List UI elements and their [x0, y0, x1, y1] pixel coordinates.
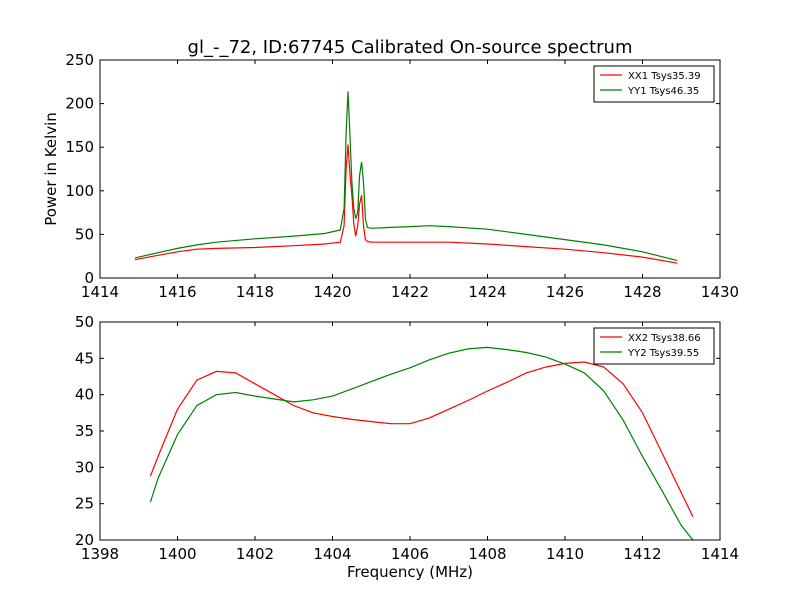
x-tick-label: 1424: [468, 283, 506, 301]
x-tick-label: 1412: [623, 545, 661, 563]
y-tick-label: 30: [75, 458, 94, 476]
legend-entry: YY2 Tsys39.55: [627, 348, 699, 359]
y-tick-label: 250: [65, 51, 94, 69]
y-tick-label: 50: [75, 313, 94, 331]
x-tick-label: 1420: [313, 283, 351, 301]
chart-title: gl_-_72, ID:67745 Calibrated On-source s…: [188, 37, 633, 58]
x-tick-label: 1404: [313, 545, 351, 563]
y-tick-label: 25: [75, 495, 94, 513]
y-tick-label: 200: [65, 95, 94, 113]
legend: XX1 Tsys35.39 YY1 Tsys46.35: [593, 65, 715, 103]
x-tick-label: 1398: [81, 545, 119, 563]
plot-panel-1: 1414 1416 1418 1420 1422 1424 1426 1428 1430 0 50 1…: [42, 51, 739, 301]
x-tick-label: 1410: [546, 545, 584, 563]
x-tick-label: 1408: [468, 545, 506, 563]
x-tick-label: 1406: [391, 545, 429, 563]
series-line-2-2: [149, 346, 694, 540]
legend-entry: YY1 Tsys46.35: [627, 86, 699, 97]
x-tick-label: 1426: [546, 283, 584, 301]
x-tick-label: 1416: [158, 283, 196, 301]
y-axis-label: Power in Kelvin: [42, 112, 60, 226]
x-tick-label: 1422: [391, 283, 429, 301]
y-tick-label: 20: [75, 531, 94, 549]
y-tick-label: 100: [65, 182, 94, 200]
series-line-2-1: [149, 361, 694, 517]
y-tick-label: 150: [65, 138, 94, 156]
legend-entry: XX1 Tsys35.39: [628, 71, 701, 82]
x-tick-label: 1414: [701, 545, 739, 563]
y-tick-label: 35: [75, 422, 94, 440]
series-line-1-1: [134, 144, 678, 264]
y-tick-label: 40: [75, 386, 94, 404]
x-tick-label: 1414: [81, 283, 119, 301]
y-tick-label: 0: [84, 269, 94, 287]
legend-box: [593, 327, 715, 365]
legend: XX2 Tsys38.66 YY2 Tsys39.55: [593, 327, 715, 365]
plot-panel-2: 1398 1400 1402 1404 1406 1408 1410 1412 1414 20 25…: [75, 313, 739, 581]
y-tick-label: 45: [75, 349, 94, 367]
legend-entry: XX2 Tsys38.66: [628, 333, 701, 344]
series-line-1-2: [134, 91, 678, 262]
x-tick-label: 1418: [236, 283, 274, 301]
x-tick-label: 1400: [158, 545, 196, 563]
y-tick-label: 50: [75, 225, 94, 243]
legend-box: [593, 65, 715, 103]
x-tick-label: 1430: [701, 283, 739, 301]
x-tick-label: 1402: [236, 545, 274, 563]
x-axis-label: Frequency (MHz): [347, 563, 473, 581]
x-tick-label: 1428: [623, 283, 661, 301]
